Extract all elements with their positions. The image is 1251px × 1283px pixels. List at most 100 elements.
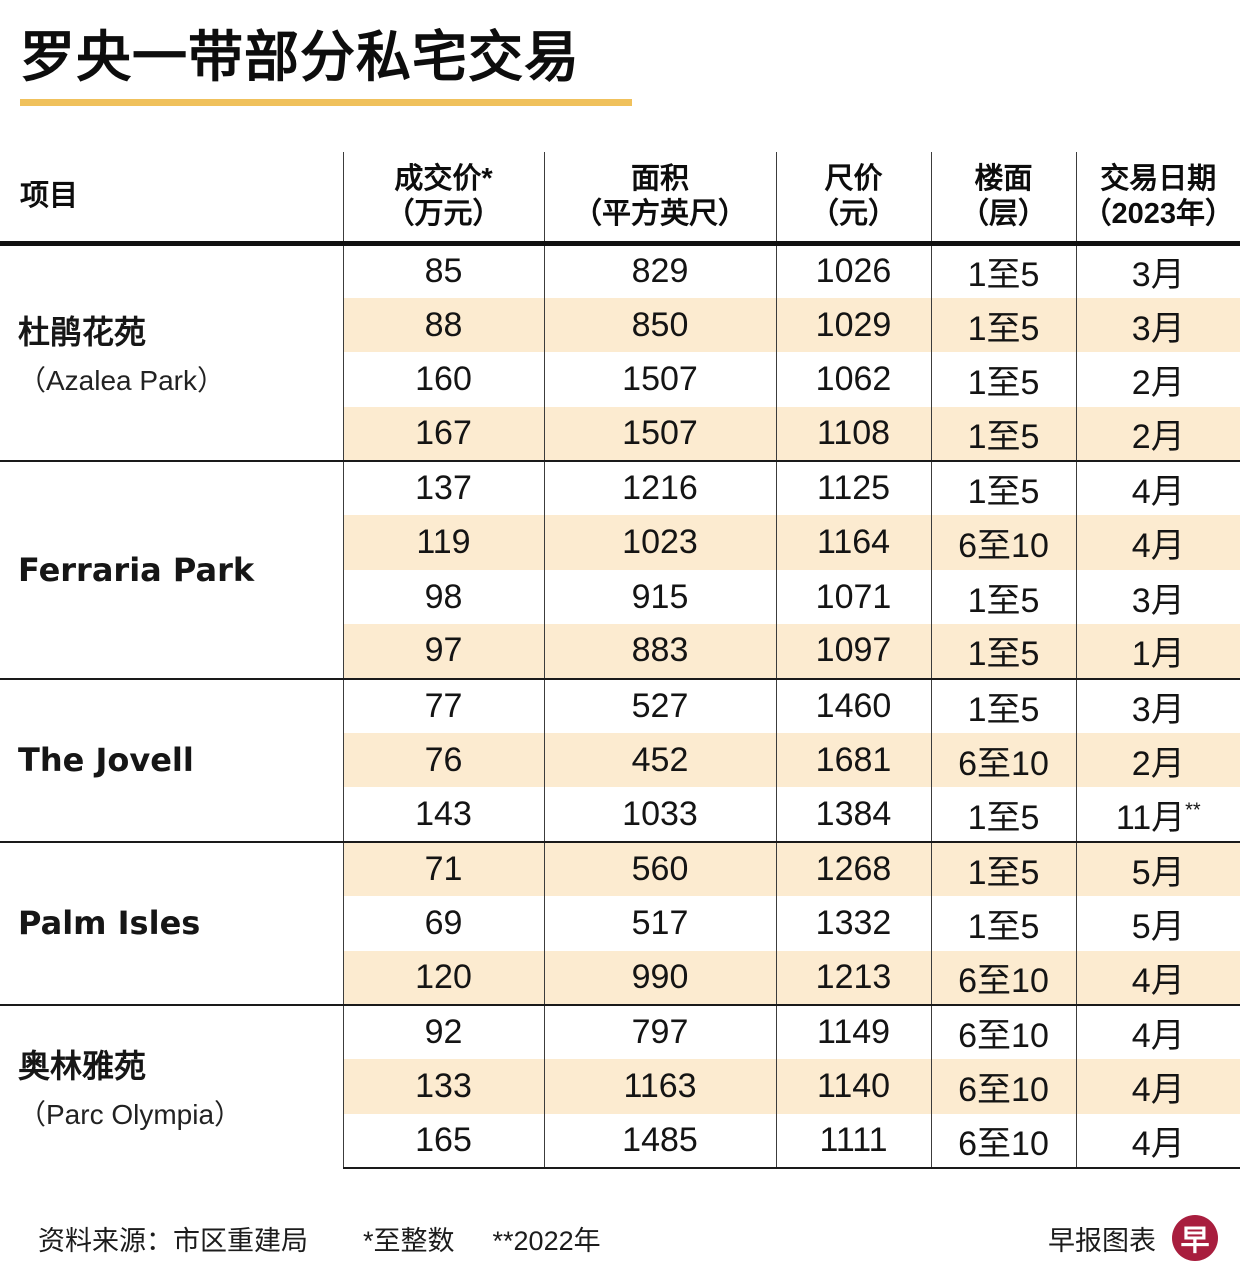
month-value: 4月: [1131, 1124, 1185, 1163]
project-title: Ferraria Park: [18, 550, 255, 589]
month-value: 2月: [1131, 744, 1185, 783]
area-cell: 1216: [543, 460, 776, 516]
col-header-psf-line1: 尺价: [824, 163, 883, 196]
area-cell: 915: [543, 569, 776, 625]
month-cell: 2月: [1075, 733, 1240, 788]
area-cell: 850: [543, 297, 776, 353]
project-cell: The Jovell: [0, 677, 343, 842]
table-row: 69 517 1332 1至5 5月: [0, 896, 1240, 951]
table-row: 76 452 1681 6至10 2月: [0, 733, 1240, 788]
price-cell: 167: [342, 406, 544, 462]
price-cell: 120: [342, 950, 544, 1005]
month-value: 4月: [1131, 527, 1185, 566]
psf-cell: 1071: [775, 569, 931, 625]
month-cell: 3月: [1075, 677, 1240, 734]
area-cell: 829: [543, 243, 776, 298]
price-cell: 165: [342, 1113, 544, 1170]
area-cell: 797: [543, 1003, 776, 1060]
project-title: Palm Isles: [18, 904, 201, 943]
table-row: 119 1023 1164 6至10 4月: [0, 515, 1240, 570]
month-cell: 4月: [1075, 1113, 1240, 1170]
area-cell: 1163: [543, 1059, 776, 1114]
floor-cell: 1至5: [930, 840, 1076, 897]
month-cell: 4月: [1075, 460, 1240, 516]
floor-cell: 1至5: [930, 896, 1076, 951]
col-header-price-line2: （万元）: [385, 197, 502, 230]
table-row: 120 990 1213 6至10 4月: [0, 950, 1240, 1005]
table-row: 奥林雅苑 （Parc Olympia） 92 797 1149 6至10 4月: [0, 1003, 1240, 1169]
month-value: 1月: [1131, 635, 1185, 674]
month-cell: 1月: [1075, 624, 1240, 679]
credit-label: 早报图表: [1048, 1225, 1156, 1256]
project-cell: Ferraria Park: [0, 460, 343, 679]
month-value: 11月: [1115, 798, 1186, 837]
floor-cell: 6至10: [930, 1113, 1076, 1170]
project-title: 杜鹃花苑: [18, 313, 147, 352]
psf-cell: 1681: [775, 733, 931, 788]
month-value: 2月: [1131, 363, 1185, 402]
table-row: Palm Isles 71 560 1268 1至5 5月: [0, 840, 1240, 1005]
area-cell: 452: [543, 733, 776, 788]
col-header-area: 面积 （平方英尺）: [543, 152, 776, 246]
floor-cell: 6至10: [930, 1003, 1076, 1060]
psf-cell: 1097: [775, 624, 931, 679]
col-header-date-line2: （2023年）: [1082, 197, 1234, 230]
table-row: 160 1507 1062 1至5 2月: [0, 352, 1240, 407]
month-value: 4月: [1131, 1071, 1185, 1110]
project-subtitle: （Azalea Park）: [18, 365, 225, 397]
floor-cell: 6至10: [930, 1059, 1076, 1114]
project-subtitle: （Parc Olympia）: [18, 1099, 243, 1131]
table-row: Ferraria Park 137 1216 1125 1至5 4月: [0, 460, 1240, 679]
month-cell: 3月: [1075, 243, 1240, 298]
floor-cell: 1至5: [930, 677, 1076, 734]
month-cell: 3月: [1075, 297, 1240, 353]
month-cell: 3月: [1075, 569, 1240, 625]
floor-cell: 6至10: [930, 515, 1076, 570]
table-row: 98 915 1071 1至5 3月: [0, 569, 1240, 625]
month-cell: 4月: [1075, 950, 1240, 1005]
psf-cell: 1384: [775, 787, 931, 842]
project-cell: Palm Isles: [0, 840, 343, 1005]
price-cell: 98: [342, 569, 544, 625]
area-cell: 1023: [543, 515, 776, 570]
psf-cell: 1108: [775, 406, 931, 462]
col-header-floor-line2: （层）: [959, 197, 1047, 230]
source-label: 资料来源：市区重建局: [38, 1225, 308, 1256]
project-title: 奥林雅苑: [18, 1047, 147, 1086]
psf-cell: 1332: [775, 896, 931, 951]
area-cell: 990: [543, 950, 776, 1005]
price-cell: 119: [342, 515, 544, 570]
floor-cell: 1至5: [930, 787, 1076, 842]
footer: 资料来源：市区重建局 *至整数 **2022年 早报图表 早: [38, 1212, 1218, 1264]
price-cell: 160: [342, 352, 544, 407]
title-underline-accent: [20, 99, 632, 106]
footnote-1: *至整数: [363, 1225, 455, 1256]
floor-cell: 1至5: [930, 460, 1076, 516]
floor-cell: 1至5: [930, 297, 1076, 353]
month-cell: 2月: [1075, 406, 1240, 462]
month-value: 3月: [1131, 309, 1185, 348]
col-header-floor-line1: 楼面: [974, 163, 1033, 196]
col-header-date: 交易日期 （2023年）: [1075, 152, 1240, 246]
col-header-floor: 楼面 （层）: [930, 152, 1076, 246]
table-row: 杜鹃花苑 （Azalea Park） 85 829 1026 1至5 3月: [0, 243, 1240, 462]
footnote-marker: **: [1185, 799, 1201, 822]
footnote-2: **2022年: [492, 1225, 601, 1256]
area-cell: 527: [543, 677, 776, 734]
month-value: 3月: [1131, 581, 1185, 620]
month-cell: 11月**: [1075, 787, 1240, 842]
price-cell: 85: [342, 243, 544, 298]
price-cell: 137: [342, 460, 544, 516]
month-cell: 4月: [1075, 515, 1240, 570]
table-row: 88 850 1029 1至5 3月: [0, 297, 1240, 353]
month-value: 5月: [1131, 853, 1185, 892]
project-title: The Jovell: [18, 741, 194, 780]
month-cell: 4月: [1075, 1059, 1240, 1114]
table-row: 97 883 1097 1至5 1月: [0, 624, 1240, 679]
price-cell: 76: [342, 733, 544, 788]
psf-cell: 1125: [775, 460, 931, 516]
month-value: 2月: [1131, 417, 1185, 456]
area-cell: 1507: [543, 352, 776, 407]
table-header-row: 项目 成交价* （万元） 面积 （平方英尺） 尺价 （元） 楼面 （层）: [0, 152, 1240, 246]
